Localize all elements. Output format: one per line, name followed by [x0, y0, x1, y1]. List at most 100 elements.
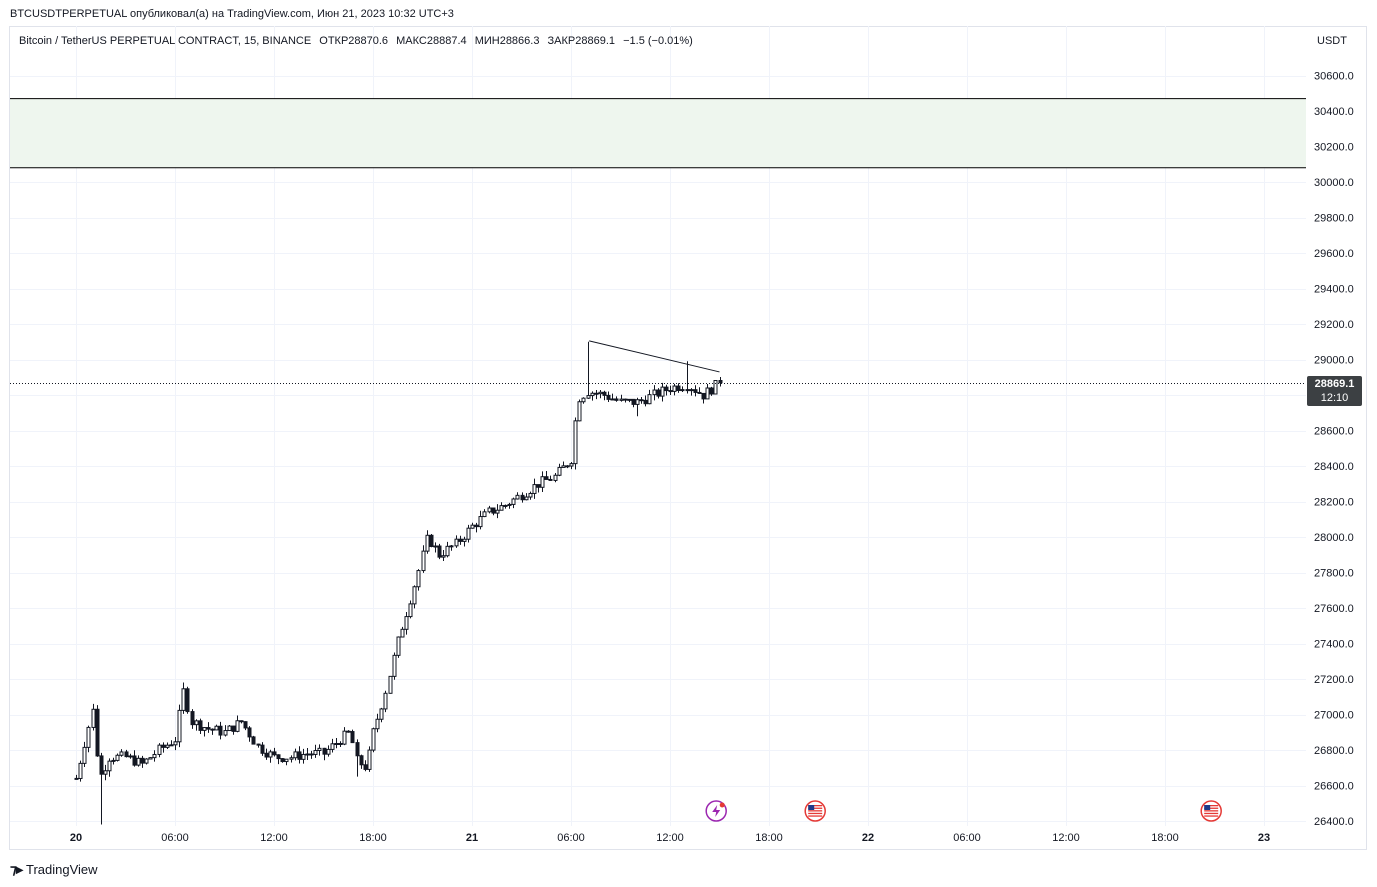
candle-body-down: [247, 727, 252, 738]
candle-body-down: [594, 392, 599, 395]
candle-body-up: [383, 692, 388, 710]
time-tick-label: 06:00: [557, 832, 585, 844]
candle-body-down: [190, 711, 195, 726]
candle: [421, 545, 426, 573]
flag-stripe: [808, 815, 823, 817]
candle-body-up: [557, 466, 562, 476]
candle-body-down: [429, 534, 434, 547]
candle: [569, 462, 574, 470]
candle: [103, 764, 108, 781]
candle: [561, 461, 566, 468]
candle: [693, 385, 698, 397]
candle-body-up: [507, 503, 512, 506]
candle: [284, 758, 289, 766]
candle: [709, 386, 714, 396]
candle: [256, 743, 261, 748]
candle: [594, 390, 599, 400]
candle-body-up: [268, 751, 273, 758]
lightning-bolt: [712, 805, 721, 817]
candle-body-up: [293, 751, 298, 759]
price-tick-label: 29200.0: [1314, 319, 1354, 331]
candle: [95, 705, 100, 757]
candle: [330, 738, 335, 753]
candle-body-up: [202, 727, 207, 731]
candle: [532, 478, 537, 499]
candle-body-up: [573, 420, 578, 465]
candle: [338, 741, 343, 748]
candle: [631, 398, 636, 408]
candle-body-down: [668, 390, 673, 393]
candle: [623, 398, 628, 403]
price-tick-label: 27800.0: [1314, 568, 1354, 580]
legend-symbol[interactable]: Bitcoin / TetherUS PERPETUAL CONTRACT, 1…: [19, 35, 312, 47]
candle: [668, 385, 673, 395]
candle-body-up: [371, 728, 376, 751]
candle-body-down: [309, 753, 314, 756]
candle-body-down: [260, 744, 265, 754]
candle-body-up: [499, 505, 504, 511]
candle-body-up: [627, 398, 632, 401]
candle: [305, 747, 310, 760]
candle-body-up: [441, 555, 446, 558]
candle-body-up: [462, 538, 467, 542]
candle: [503, 504, 508, 509]
candle-body-up: [421, 550, 426, 572]
symbol-legend: Bitcoin / TetherUS PERPETUAL CONTRACT, 1…: [19, 35, 698, 47]
price-tick-label: 28000.0: [1314, 532, 1354, 544]
candle: [313, 744, 318, 758]
candle-body-down: [322, 747, 327, 755]
flag-stripe: [808, 810, 823, 812]
candle-body-up: [111, 759, 116, 762]
candle-body-down: [363, 764, 368, 770]
candle: [165, 742, 170, 750]
candle: [400, 626, 405, 638]
us-flag-icon[interactable]: [1200, 800, 1222, 822]
price-tick-label: 29400.0: [1314, 284, 1354, 296]
candle: [713, 380, 718, 395]
tradingview-logo-icon: ⁊▸: [10, 861, 23, 877]
price-tick-label: 27400.0: [1314, 639, 1354, 651]
legend-open: ОТКР28870.6: [319, 35, 389, 47]
candle: [462, 536, 467, 547]
candle-body-up: [181, 688, 186, 711]
event-icons: [705, 800, 1222, 822]
candle-body-up: [412, 586, 417, 605]
chart-frame[interactable]: [9, 26, 1367, 850]
candles: [74, 341, 723, 825]
candle-body-up: [652, 389, 657, 396]
candle: [590, 391, 595, 401]
price-tick-label: 27000.0: [1314, 710, 1354, 722]
candle: [647, 389, 652, 405]
flag-stripe: [1204, 805, 1219, 807]
candle: [507, 502, 512, 509]
candle: [185, 686, 190, 714]
candle-body-up: [396, 636, 401, 656]
us-flag-icon[interactable]: [804, 800, 826, 822]
candle-body-up: [115, 754, 120, 761]
candle: [214, 724, 219, 731]
candle: [425, 530, 430, 554]
candle: [268, 749, 273, 763]
candle-body-up: [515, 494, 520, 500]
candle: [177, 704, 182, 748]
candle: [206, 722, 211, 733]
candle-body-up: [511, 498, 516, 505]
candle: [524, 493, 529, 501]
tradingview-logo[interactable]: ⁊▸ TradingView: [10, 861, 98, 878]
candle-body-up: [342, 730, 347, 745]
candle-body-down: [606, 394, 611, 400]
event-lightning-icon[interactable]: [705, 800, 727, 822]
candle: [243, 721, 248, 731]
candle-body-up: [169, 744, 174, 747]
candle-body-up: [705, 387, 710, 400]
candle-body-up: [107, 760, 112, 772]
candle: [309, 750, 314, 759]
currency-label[interactable]: USDT: [1317, 35, 1347, 47]
candle: [264, 748, 269, 760]
candle: [487, 505, 492, 514]
candle-body-down: [656, 389, 661, 397]
candle-body-up: [194, 720, 199, 726]
flag-stripe: [808, 805, 823, 807]
candle-body-down: [631, 398, 636, 405]
